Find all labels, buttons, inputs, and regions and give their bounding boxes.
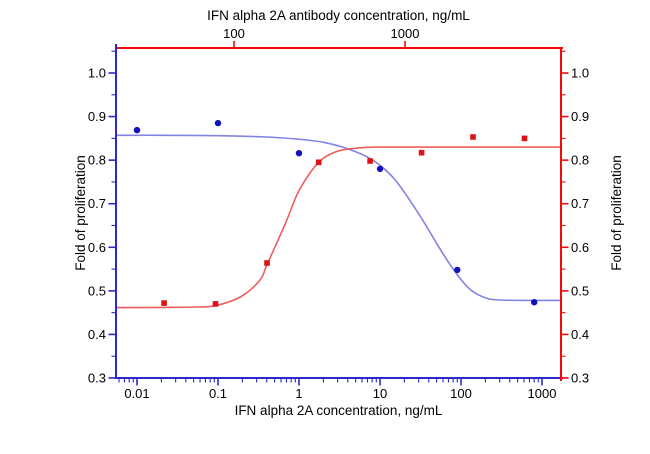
svg-text:0.3: 0.3 xyxy=(88,370,106,385)
data-point xyxy=(264,260,270,266)
svg-text:0.1: 0.1 xyxy=(209,386,227,401)
svg-text:0.9: 0.9 xyxy=(88,109,106,124)
svg-text:1.0: 1.0 xyxy=(88,66,106,81)
svg-text:0.8: 0.8 xyxy=(571,153,589,168)
ifn-data-points xyxy=(133,119,538,306)
data-point xyxy=(161,300,167,306)
svg-text:0.01: 0.01 xyxy=(124,386,149,401)
data-point xyxy=(315,159,322,166)
svg-text:1.0: 1.0 xyxy=(571,66,589,81)
svg-text:100: 100 xyxy=(450,386,472,401)
svg-text:0.4: 0.4 xyxy=(88,327,106,342)
svg-text:0.5: 0.5 xyxy=(88,283,106,298)
bottom-axis: 0.01 0.1 1 10 100 1000 xyxy=(115,377,563,401)
svg-text:0.7: 0.7 xyxy=(88,196,106,211)
data-point xyxy=(133,126,141,134)
svg-text:1: 1 xyxy=(295,386,302,401)
data-point xyxy=(521,135,528,142)
top-axis: 100 1000 xyxy=(115,26,563,49)
data-point xyxy=(212,301,219,307)
svg-text:1000: 1000 xyxy=(391,26,420,41)
svg-text:0.6: 0.6 xyxy=(88,240,106,255)
data-point xyxy=(376,165,384,173)
svg-text:0.8: 0.8 xyxy=(88,153,106,168)
data-point xyxy=(531,299,538,306)
right-axis: 1.0 0.9 0.8 0.7 0.6 0.5 0.4 0.3 xyxy=(560,47,589,385)
svg-text:0.7: 0.7 xyxy=(571,196,589,211)
data-point xyxy=(470,134,476,140)
svg-text:0.9: 0.9 xyxy=(571,109,589,124)
svg-text:0.6: 0.6 xyxy=(571,240,589,255)
data-point xyxy=(367,158,373,164)
left-axis: 1.0 0.9 0.8 0.7 0.6 0.5 0.4 0.3 xyxy=(88,44,117,385)
ifn-response-curve xyxy=(116,134,561,302)
svg-text:1000: 1000 xyxy=(528,386,557,401)
svg-text:100: 100 xyxy=(223,26,245,41)
svg-text:0.3: 0.3 xyxy=(571,370,589,385)
antibody-neutralization-curve xyxy=(116,146,561,309)
svg-text:0.5: 0.5 xyxy=(571,283,589,298)
data-point xyxy=(214,119,222,127)
data-point xyxy=(454,266,461,274)
svg-text:0.4: 0.4 xyxy=(571,327,589,342)
svg-text:10: 10 xyxy=(373,386,387,401)
data-point xyxy=(295,150,303,157)
data-point xyxy=(418,149,425,156)
antibody-data-points xyxy=(161,134,528,307)
